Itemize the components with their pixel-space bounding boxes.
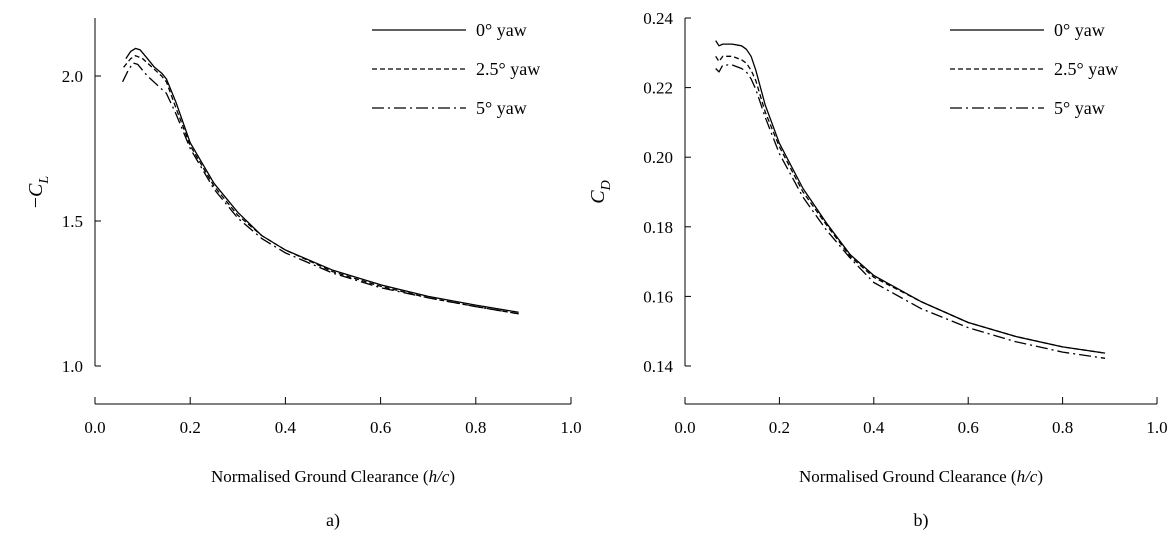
chart-panel-b: 0.14 0.16 0.18 0.20 0.22 0.24 0.0 0.2 0.4 0.6 0.8 1…: [587, 9, 1168, 531]
y-axis-label-subscript: L: [37, 176, 52, 185]
y-tick-label: 1.5: [62, 212, 83, 231]
x-tick-label: 0.6: [370, 418, 391, 437]
series-line-dashed: [715, 55, 1106, 354]
y-axis-label-subscript: D: [599, 180, 614, 191]
x-axis-label-italic: h/c: [1017, 467, 1038, 486]
panel-label: b): [914, 510, 929, 531]
x-tick-label: 0.0: [84, 418, 105, 437]
legend-label: 2.5° yaw: [1054, 59, 1118, 79]
y-tick-label: 0.20: [643, 148, 673, 167]
x-axis-label: Normalised Ground Clearance (h/c): [799, 467, 1043, 486]
x-tick-label: 1.0: [1146, 418, 1167, 437]
series-line-solid: [715, 40, 1106, 354]
y-tick-label: 2.0: [62, 67, 83, 86]
legend-label: 0° yaw: [1054, 20, 1105, 40]
y-tick-label: 0.14: [643, 357, 673, 376]
x-tick-label: 0.2: [769, 418, 790, 437]
x-axis-label: Normalised Ground Clearance (h/c): [211, 467, 455, 486]
x-axis-label-italic: h/c: [429, 467, 450, 486]
series-line-dashed: [123, 55, 519, 315]
y-tick-label: 0.22: [643, 79, 673, 98]
x-tick-label: 0.6: [958, 418, 979, 437]
y-axis-label: −CL: [25, 176, 52, 209]
x-tick-label: 0.0: [674, 418, 695, 437]
panel-label: a): [326, 510, 340, 531]
x-axis-label-text: Normalised Ground Clearance (: [799, 467, 1017, 486]
series-line-solid: [125, 47, 519, 313]
series-line-dashdot: [122, 62, 519, 315]
y-axis-label: CD: [587, 180, 614, 203]
y-axis-label-symbol: C: [587, 190, 609, 204]
x-tick-label: 0.2: [180, 418, 201, 437]
x-tick-label: 1.0: [560, 418, 581, 437]
legend-label: 5° yaw: [1054, 98, 1105, 118]
y-tick-label: 0.18: [643, 218, 673, 237]
legend-label: 5° yaw: [476, 98, 527, 118]
x-axis-label-close: ): [1037, 467, 1043, 486]
series-line-dashdot: [715, 64, 1106, 359]
x-tick-label: 0.4: [275, 418, 297, 437]
x-axis-label-close: ): [449, 467, 455, 486]
y-axis-label-minus: −: [25, 197, 47, 208]
y-axis-label-symbol: C: [25, 183, 47, 197]
y-tick-label: 0.16: [643, 287, 673, 306]
y-tick-label: 1.0: [62, 357, 83, 376]
chart-panel-a: 1.0 1.5 2.0 0.0 0.2 0.4 0.6 0.8 1.0 Normalised Gr…: [25, 18, 582, 531]
legend-label: 2.5° yaw: [476, 59, 540, 79]
x-axis-label-text: Normalised Ground Clearance (: [211, 467, 429, 486]
x-tick-label: 0.4: [863, 418, 885, 437]
x-tick-label: 0.8: [465, 418, 486, 437]
y-tick-label: 0.24: [643, 9, 673, 28]
x-tick-label: 0.8: [1052, 418, 1073, 437]
legend-label: 0° yaw: [476, 20, 527, 40]
